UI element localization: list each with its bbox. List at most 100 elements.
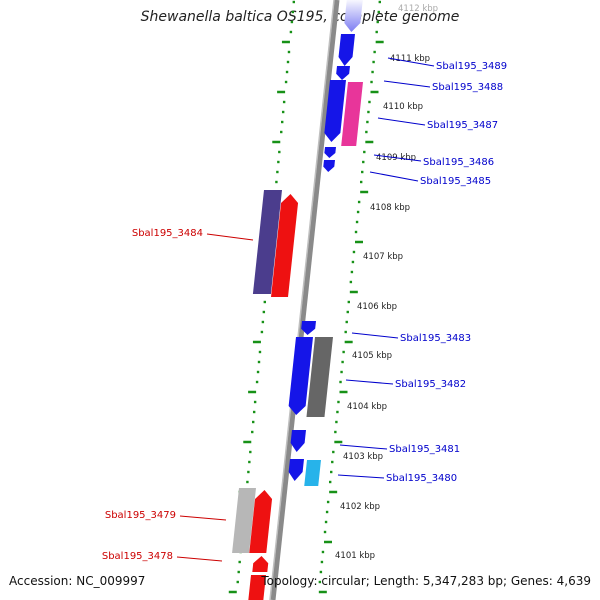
gene-3479[interactable] <box>249 490 273 553</box>
gene-label-link[interactable]: Sbal195_3480 <box>386 473 457 484</box>
gene-3490[interactable] <box>344 0 363 32</box>
gene-label-link[interactable]: Sbal195_3482 <box>395 379 466 390</box>
scale-dot <box>321 550 325 554</box>
kbp-tick-label: 4108 kbp <box>370 203 410 213</box>
gene-3484[interactable] <box>271 194 299 297</box>
scale-dot <box>286 60 290 64</box>
gene-label-leader <box>351 332 399 339</box>
gene-label-leader <box>339 444 388 450</box>
scale-dot <box>318 580 322 584</box>
gene-3481[interactable] <box>290 430 306 452</box>
scale-dot <box>337 400 340 404</box>
scale-dot <box>336 410 339 414</box>
scale-dot <box>361 170 364 174</box>
gene-label-link[interactable]: Sbal195_3479 <box>105 510 176 521</box>
gene-label-link[interactable]: Sbal195_3489 <box>436 61 507 72</box>
scale-dot <box>376 20 379 24</box>
scale-dot <box>350 270 354 274</box>
scale-dot <box>323 530 327 534</box>
scale-dot <box>280 130 283 134</box>
scale-dot <box>362 160 365 164</box>
gene-label-leader <box>206 233 254 241</box>
accession-text: Accession: NC_009997 <box>9 574 146 588</box>
scale-dot <box>289 30 293 34</box>
scale-dot <box>281 110 285 114</box>
kbp-tick-label: 4102 kbp <box>340 502 380 512</box>
kbp-tick-label: 4101 kbp <box>335 551 375 561</box>
scale-dot <box>263 300 267 304</box>
gene-label-leader <box>176 556 223 562</box>
gene-label-leader <box>179 515 227 521</box>
gene-3486[interactable] <box>324 147 336 158</box>
scale-dot <box>377 10 380 14</box>
gene-label-link[interactable]: Sbal195_3483 <box>400 333 471 344</box>
gene-label-link[interactable]: Sbal195_3485 <box>420 176 491 187</box>
scale-dot <box>341 360 344 364</box>
scale-dot <box>345 320 348 324</box>
scale-dot <box>260 330 264 334</box>
gene-3489[interactable] <box>338 34 355 66</box>
scale-dot <box>325 510 329 514</box>
scale-dot <box>292 0 296 4</box>
scale-dot <box>251 430 254 434</box>
scale-dot <box>255 380 259 384</box>
scale-dot <box>372 60 375 64</box>
gene-label-link[interactable]: Sbal195_3487 <box>427 120 498 131</box>
scale-dot <box>349 280 353 284</box>
scale-dot <box>363 150 366 154</box>
gene-3478[interactable] <box>252 556 269 572</box>
scale-dot <box>276 170 279 174</box>
scale-dot <box>324 520 328 524</box>
gene-3482[interactable] <box>306 337 333 417</box>
scale-dot <box>375 30 378 34</box>
scale-dot <box>252 410 256 414</box>
scale-dot <box>252 420 255 424</box>
gene-label-link[interactable]: Sbal195_3486 <box>423 157 494 168</box>
scale-dot <box>370 80 373 84</box>
scale-dot <box>344 330 347 334</box>
gene-label-leader <box>369 171 419 182</box>
gene-3487[interactable] <box>324 80 346 142</box>
scale-dot <box>258 350 262 354</box>
scale-dot <box>365 130 368 134</box>
kbp-tick-label: 4104 kbp <box>347 402 387 412</box>
gene-3479-gray[interactable] <box>232 488 256 553</box>
scale-dot <box>354 230 358 234</box>
gene-3488[interactable] <box>341 82 363 146</box>
scale-dot <box>247 470 250 474</box>
scale-dot <box>236 580 239 584</box>
scale-dot <box>248 460 251 464</box>
gene-3485[interactable] <box>323 160 335 172</box>
genome-axis <box>270 0 340 600</box>
gene-3480-blue[interactable] <box>288 459 304 481</box>
gene-label-link[interactable]: Sbal195_3481 <box>389 444 460 455</box>
kbp-tick-label: 4110 kbp <box>383 102 423 112</box>
gene-3489b[interactable] <box>336 66 350 80</box>
scale-dot <box>262 310 266 314</box>
kbp-tick-label: 4111 kbp <box>390 54 430 64</box>
scale-dot <box>339 380 342 384</box>
kbp-tick-label: 4103 kbp <box>343 452 383 462</box>
scale-dot <box>237 570 240 574</box>
gene-label-link[interactable]: Sbal195_3488 <box>432 82 503 93</box>
gene-label-link[interactable]: Sbal195_3478 <box>102 551 173 562</box>
gene-3480[interactable] <box>304 460 321 486</box>
scale-dot <box>284 80 288 84</box>
scale-dot <box>368 100 371 104</box>
genome-axis-edge <box>269 0 335 600</box>
gene-3484-purple[interactable] <box>252 190 282 294</box>
scale-dot <box>367 110 370 114</box>
scale-dot <box>282 100 286 104</box>
kbp-tick-label: 4105 kbp <box>352 351 392 361</box>
scale-dot <box>238 560 241 564</box>
scale-dot <box>356 210 360 214</box>
gene-label-link[interactable]: Sbal195_3484 <box>132 228 203 239</box>
gene-3483[interactable] <box>301 321 316 335</box>
scale-dot <box>291 10 295 14</box>
kbp-tick-label: 4112 kbp <box>398 4 438 14</box>
gene-3482-blue[interactable] <box>288 337 313 415</box>
scale-dot <box>366 120 369 124</box>
gene-3477[interactable] <box>248 575 266 600</box>
scale-dot <box>320 560 324 564</box>
